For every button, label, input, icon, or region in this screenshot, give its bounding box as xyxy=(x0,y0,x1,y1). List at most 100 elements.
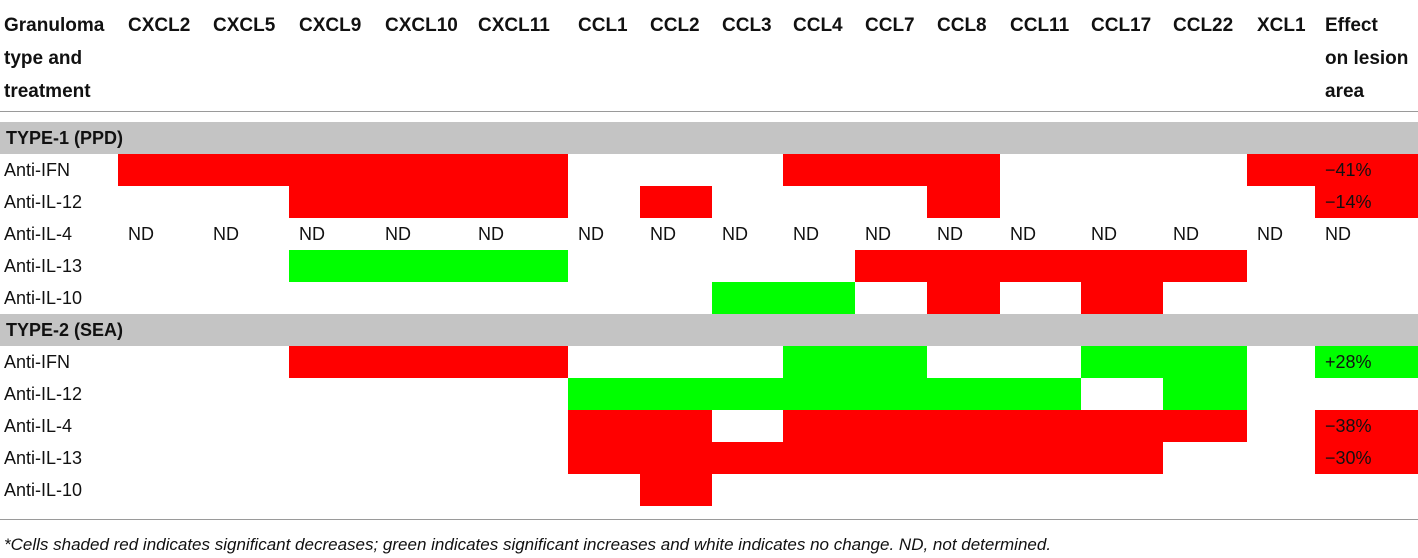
cell-value: ND xyxy=(385,224,411,244)
shaded-cell-decrease xyxy=(568,442,640,474)
effect-value: −41% xyxy=(1325,160,1372,180)
shaded-cell-decrease xyxy=(855,410,927,442)
shaded-cell-decrease xyxy=(468,186,568,218)
effect-value: +28% xyxy=(1325,352,1372,372)
effect-header-line-3: area xyxy=(1325,81,1365,102)
row-label: Anti-IL-10 xyxy=(4,480,83,500)
effect-value: −38% xyxy=(1325,416,1372,436)
column-header-ccl2: CCL2 xyxy=(650,15,700,36)
cell-value: ND xyxy=(478,224,504,244)
cell-value: ND xyxy=(1257,224,1283,244)
column-header-cxcl5: CXCL5 xyxy=(213,15,276,36)
cell-value: ND xyxy=(1091,224,1117,244)
shaded-cell-decrease xyxy=(712,442,783,474)
row-label: Anti-IL-13 xyxy=(4,448,83,468)
shaded-cell-decrease xyxy=(927,282,1000,314)
shaded-cell-increase xyxy=(1163,346,1247,378)
shaded-cell-increase xyxy=(1081,346,1163,378)
column-header-ccl11: CCL11 xyxy=(1010,15,1070,36)
column-header-cxcl10: CXCL10 xyxy=(385,15,458,36)
shaded-cell-increase xyxy=(855,346,927,378)
effect-value: ND xyxy=(1325,224,1351,244)
shaded-cell-increase xyxy=(640,378,712,410)
cell-value: ND xyxy=(213,224,239,244)
shaded-cell-increase xyxy=(568,378,640,410)
shaded-cell-decrease xyxy=(375,186,468,218)
column-header-ccl1: CCL1 xyxy=(578,15,628,36)
shaded-cell-decrease xyxy=(1163,410,1247,442)
shaded-cell-decrease xyxy=(203,154,289,186)
shaded-cell-decrease xyxy=(375,154,468,186)
row-label: Anti-IL-4 xyxy=(4,224,73,244)
shaded-cell-increase xyxy=(375,250,468,282)
shaded-cell-increase xyxy=(783,378,855,410)
effect-header-line-2: on lesion xyxy=(1325,48,1409,69)
footnote: *Cells shaded red indicates significant … xyxy=(4,535,1052,554)
column-header-xcl1: XCL1 xyxy=(1257,15,1306,36)
shaded-cell-decrease xyxy=(640,186,712,218)
shaded-cell-decrease xyxy=(289,346,375,378)
effect-shaded-cell xyxy=(1315,154,1418,186)
cell-value: ND xyxy=(128,224,154,244)
shaded-cell-increase xyxy=(783,282,855,314)
shaded-cell-decrease xyxy=(289,154,375,186)
shaded-cell-decrease xyxy=(640,442,712,474)
shaded-cell-decrease xyxy=(568,410,640,442)
header-first-line-3: treatment xyxy=(4,81,91,102)
effect-shaded-cell xyxy=(1315,442,1418,474)
shaded-cell-increase xyxy=(855,378,927,410)
row-label: Anti-IL-12 xyxy=(4,384,83,404)
cell-value: ND xyxy=(650,224,676,244)
shaded-cell-decrease xyxy=(640,474,712,506)
chemokine-table: Granuloma type and treatment Effect on l… xyxy=(0,15,1418,520)
shaded-cell-decrease xyxy=(783,154,855,186)
shaded-cell-decrease xyxy=(118,154,203,186)
section-title: TYPE-2 (SEA) xyxy=(6,320,124,340)
shaded-cell-increase xyxy=(783,346,855,378)
cell-value: ND xyxy=(937,224,963,244)
header-rule xyxy=(0,111,1418,112)
section-header: TYPE-2 (SEA) xyxy=(0,314,1418,346)
shaded-cell-increase xyxy=(1163,378,1247,410)
row-label: Anti-IFN xyxy=(4,352,71,372)
column-header-cxcl9: CXCL9 xyxy=(299,15,362,36)
shaded-cell-decrease xyxy=(1000,250,1081,282)
shaded-cell-decrease xyxy=(468,154,568,186)
shaded-cell-decrease xyxy=(783,442,855,474)
effect-value: −14% xyxy=(1325,192,1372,212)
effect-shaded-cell xyxy=(1315,186,1418,218)
header-first-line-1: Granuloma xyxy=(4,15,105,36)
column-header-ccl3: CCL3 xyxy=(722,15,772,36)
shaded-cell-increase xyxy=(468,250,568,282)
shaded-cell-decrease xyxy=(855,250,927,282)
row-label: Anti-IL-10 xyxy=(4,288,83,308)
shaded-cell-decrease xyxy=(289,186,375,218)
column-header-ccl4: CCL4 xyxy=(793,15,843,36)
shaded-cell-decrease xyxy=(640,410,712,442)
shaded-cell-decrease xyxy=(375,346,468,378)
row-label: Anti-IFN xyxy=(4,160,71,180)
shaded-cell-increase xyxy=(1000,378,1081,410)
shaded-cell-decrease xyxy=(1000,442,1081,474)
cell-value: ND xyxy=(299,224,325,244)
shaded-cell-decrease xyxy=(1000,410,1081,442)
shaded-cell-decrease xyxy=(1081,250,1163,282)
shaded-cell-decrease xyxy=(1081,282,1163,314)
shaded-cell-decrease xyxy=(855,442,927,474)
shaded-cell-increase xyxy=(712,378,783,410)
shaded-cell-decrease xyxy=(1081,442,1163,474)
shaded-cell-decrease xyxy=(927,154,1000,186)
shaded-cell-decrease xyxy=(1163,250,1247,282)
header-first-line-2: type and xyxy=(4,48,83,69)
shaded-cell-decrease xyxy=(927,250,1000,282)
effect-value: −30% xyxy=(1325,448,1372,468)
shaded-cell-decrease xyxy=(927,442,1000,474)
column-header-cxcl2: CXCL2 xyxy=(128,15,191,36)
shaded-cell-decrease xyxy=(468,346,568,378)
cell-value: ND xyxy=(793,224,819,244)
column-header-ccl7: CCL7 xyxy=(865,15,915,36)
row-label: Anti-IL-13 xyxy=(4,256,83,276)
row-label: Anti-IL-4 xyxy=(4,416,73,436)
shaded-cell-increase xyxy=(712,282,783,314)
cell-value: ND xyxy=(578,224,604,244)
